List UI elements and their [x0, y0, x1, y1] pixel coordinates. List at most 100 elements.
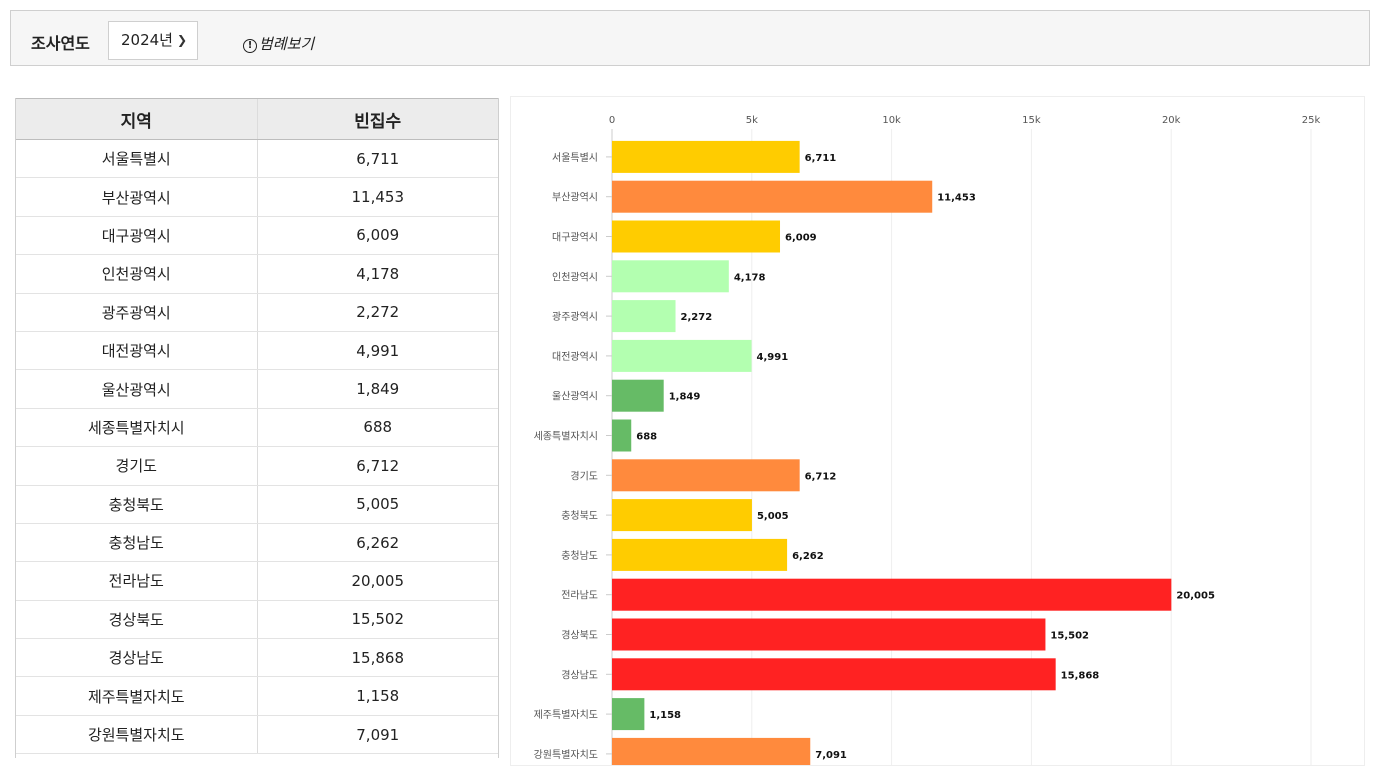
- region-cell: 경기도: [16, 446, 257, 486]
- table-row: 전라남도 20,005: [16, 561, 498, 601]
- count-cell: 4,991: [256, 331, 498, 371]
- x-tick-label: 25k: [1302, 115, 1321, 126]
- bar-value-label: 4,178: [734, 272, 766, 283]
- bar: [612, 260, 729, 293]
- bar-value-label: 20,005: [1176, 591, 1215, 602]
- bar: [612, 578, 1172, 611]
- bar: [612, 618, 1046, 651]
- category-label: 제주특별자치도: [534, 709, 598, 721]
- category-label: 대구광역시: [552, 232, 598, 244]
- region-cell: 광주광역시: [16, 293, 257, 332]
- table-row: 경상북도 15,502: [16, 600, 498, 640]
- bar: [612, 180, 933, 213]
- year-select[interactable]: 2024년 ❯: [108, 21, 198, 60]
- region-cell: 대전광역시: [16, 331, 257, 371]
- data-table: 지역 빈집수 서울특별시 6,711 부산광역시 11,453 대구광역시 6,009 인천…: [16, 98, 498, 755]
- bar: [612, 538, 788, 571]
- bar: [612, 300, 676, 333]
- category-label: 서울특별시: [552, 152, 598, 164]
- table-row: 대전광역시 4,991: [16, 331, 498, 371]
- category-label: 인천광역시: [552, 271, 598, 283]
- column-header-region: 지역: [16, 98, 257, 140]
- table-header-row: 지역 빈집수: [16, 98, 498, 140]
- category-label: 부산광역시: [552, 192, 598, 204]
- bar-value-label: 6,262: [792, 551, 824, 562]
- chevron-down-icon: ❯: [176, 33, 187, 47]
- table-row: 세종특별자치시 688: [16, 408, 498, 448]
- bar: [612, 419, 632, 452]
- bar: [612, 499, 752, 532]
- category-label: 울산광역시: [552, 391, 598, 403]
- count-cell: 6,711: [256, 139, 498, 179]
- bar: [612, 698, 645, 731]
- count-cell: 2,272: [256, 293, 498, 332]
- region-cell: 충청북도: [16, 485, 257, 524]
- bar: [612, 220, 781, 253]
- bar-chart: 0 5k 10k 15k 20k 25k 서울특별시 6,711 부산광역시 11,453 대구광역…: [510, 96, 1365, 766]
- legend-link-label: 범례보기: [259, 35, 315, 53]
- data-table-container: 지역 빈집수 서울특별시 6,711 부산광역시 11,453 대구광역시 6,009 인천…: [15, 98, 499, 758]
- region-cell: 경상남도: [16, 638, 257, 678]
- legend-link[interactable]: ! 범례보기: [243, 33, 314, 54]
- count-cell: 11,453: [256, 177, 498, 217]
- category-label: 세종특별자치시: [534, 431, 598, 443]
- region-cell: 울산광역시: [16, 369, 257, 409]
- bar-value-label: 15,868: [1061, 670, 1100, 681]
- bar-value-label: 7,091: [815, 750, 847, 761]
- bar: [612, 737, 811, 765]
- table-row: 광주광역시 2,272: [16, 293, 498, 332]
- x-tick-label: 20k: [1162, 115, 1181, 126]
- region-cell: 강원특별자치도: [16, 715, 257, 755]
- table-row: 서울특별시 6,711: [16, 139, 498, 179]
- bar-value-label: 5,005: [757, 511, 789, 522]
- count-cell: 1,158: [256, 676, 498, 716]
- category-label: 경상북도: [561, 629, 598, 642]
- count-cell: 7,091: [256, 715, 498, 755]
- bar: [612, 459, 800, 492]
- bar-value-label: 6,009: [785, 233, 817, 244]
- category-label: 충청북도: [561, 510, 598, 522]
- year-filter-label: 조사연도: [31, 34, 90, 53]
- count-cell: 4,178: [256, 254, 498, 294]
- info-icon: !: [243, 39, 257, 53]
- bar-value-label: 6,711: [805, 153, 837, 164]
- table-row: 경상남도 15,868: [16, 638, 498, 678]
- category-label: 전라남도: [561, 590, 598, 602]
- table-row: 부산광역시 11,453: [16, 177, 498, 217]
- bar-value-label: 11,453: [937, 193, 976, 204]
- x-tick-label: 5k: [746, 115, 758, 126]
- table-body: 서울특별시 6,711 부산광역시 11,453 대구광역시 6,009 인천광역시 4,17…: [16, 139, 498, 755]
- region-cell: 서울특별시: [16, 139, 257, 179]
- column-header-count: 빈집수: [256, 98, 498, 140]
- region-cell: 세종특별자치시: [16, 408, 257, 448]
- count-cell: 20,005: [256, 561, 498, 601]
- x-tick-label: 0: [609, 115, 615, 126]
- count-cell: 6,009: [256, 216, 498, 256]
- bar-value-label: 6,712: [805, 471, 837, 482]
- bar-value-label: 1,849: [669, 392, 701, 403]
- table-row: 강원특별자치도 7,091: [16, 715, 498, 755]
- table-row: 대구광역시 6,009: [16, 216, 498, 256]
- region-cell: 경상북도: [16, 600, 257, 640]
- category-label: 충청남도: [561, 550, 598, 562]
- bar-value-label: 688: [636, 432, 657, 443]
- bar: [612, 658, 1056, 691]
- table-row: 충청북도 5,005: [16, 485, 498, 524]
- filter-bar: 조사연도 2024년 ❯ ! 범례보기: [10, 10, 1370, 66]
- count-cell: 688: [256, 408, 498, 448]
- bar-value-label: 15,502: [1050, 631, 1089, 642]
- year-select-value: 2024년: [121, 31, 173, 49]
- category-label: 대전광역시: [552, 351, 598, 363]
- bar: [612, 379, 664, 412]
- bar: [612, 140, 800, 173]
- x-tick-label: 15k: [1022, 115, 1041, 126]
- region-cell: 대구광역시: [16, 216, 257, 256]
- table-row: 충청남도 6,262: [16, 523, 498, 563]
- count-cell: 15,502: [256, 600, 498, 640]
- table-row: 경기도 6,712: [16, 446, 498, 486]
- count-cell: 5,005: [256, 485, 498, 524]
- bar-chart-svg: 0 5k 10k 15k 20k 25k 서울특별시 6,711 부산광역시 11,453 대구광역…: [534, 115, 1321, 765]
- region-cell: 부산광역시: [16, 177, 257, 217]
- category-label: 경기도: [570, 469, 598, 482]
- region-cell: 전라남도: [16, 561, 257, 601]
